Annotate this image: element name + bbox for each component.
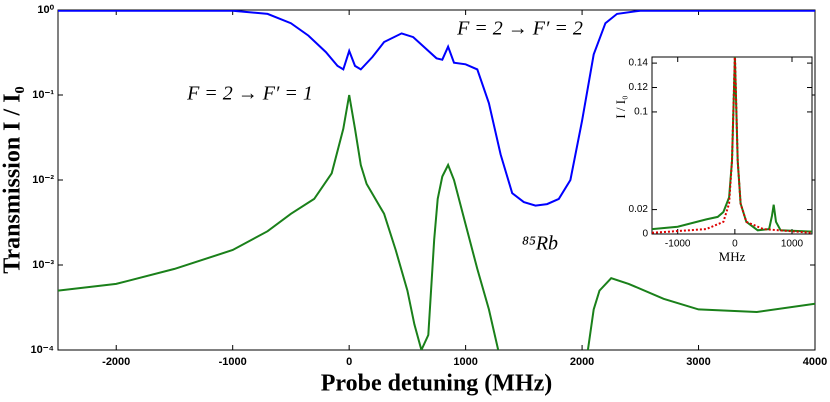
data-line xyxy=(58,10,815,207)
y-tick-label: 0.02 xyxy=(629,204,649,215)
y-tick-label: 10⁻⁴ xyxy=(31,344,54,356)
x-tick-label: 2000 xyxy=(570,356,594,368)
x-axis-label: Probe detuning (MHz) xyxy=(321,371,553,397)
x-tick-label: -2000 xyxy=(102,356,130,368)
plot-area xyxy=(58,10,815,350)
x-tick-label: 0 xyxy=(346,356,352,368)
y-tick-label: 0.12 xyxy=(629,82,649,93)
y-tick-label: 0 xyxy=(642,229,648,240)
x-tick-label: 4000 xyxy=(803,356,827,368)
annotation: F = 2 → F′ = 2 xyxy=(456,18,583,40)
y-axis-label: Transmission I / I₀ xyxy=(0,86,26,273)
x-tick-label: -1000 xyxy=(219,356,247,368)
y-tick-label: 10⁻¹ xyxy=(32,89,54,101)
annotation: ⁸⁵Rb xyxy=(522,233,558,255)
annotation: F = 2 → F′ = 1 xyxy=(186,83,313,105)
y-tick-label: 0.14 xyxy=(629,58,649,69)
x-tick-label: 0 xyxy=(732,239,738,250)
plot-area xyxy=(652,57,812,234)
y-tick-label: 10⁻² xyxy=(32,174,54,186)
y-tick-label: 10⁻³ xyxy=(32,259,54,271)
x-tick-label: 3000 xyxy=(686,356,710,368)
x-tick-label: 1000 xyxy=(781,239,804,250)
x-tick-label: 1000 xyxy=(453,356,477,368)
y-tick-label: 0.1 xyxy=(634,107,648,118)
y-tick-label: 10⁰ xyxy=(37,4,54,16)
y-axis-label: I / I₀ xyxy=(613,95,628,118)
data-line xyxy=(58,94,815,350)
x-axis-label: MHz xyxy=(719,249,746,264)
x-tick-label: -1000 xyxy=(665,239,691,250)
data-line xyxy=(652,57,812,233)
